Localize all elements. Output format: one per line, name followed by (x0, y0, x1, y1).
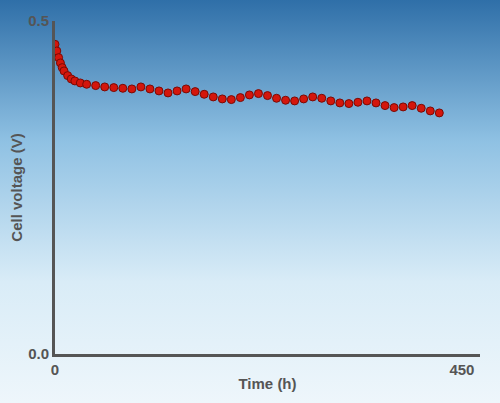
svg-text:0.0: 0.0 (28, 345, 49, 362)
svg-text:450: 450 (449, 361, 474, 378)
svg-text:0: 0 (51, 361, 59, 378)
svg-text:Time (h): Time (h) (238, 375, 296, 392)
svg-text:0.5: 0.5 (28, 12, 49, 29)
svg-text:Cell voltage (V): Cell voltage (V) (8, 133, 25, 241)
